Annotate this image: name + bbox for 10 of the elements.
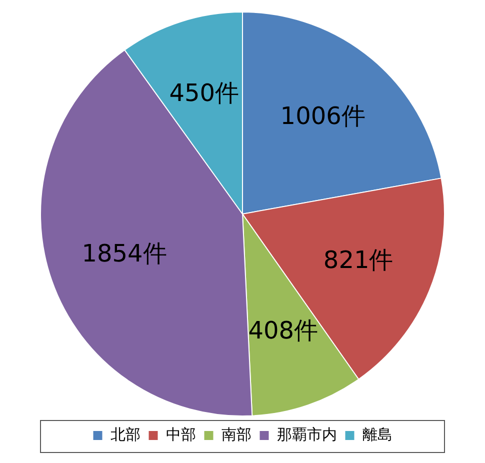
data-label: 1854件: [82, 239, 167, 268]
data-label: 450件: [169, 79, 240, 108]
data-label: 408件: [248, 316, 318, 345]
legend-label: 南部: [221, 425, 252, 444]
data-label: 1006件: [280, 102, 366, 130]
legend-label: 中部: [166, 425, 196, 444]
legend-label: 那覇市内: [276, 425, 337, 444]
legend-label: 離島: [362, 425, 392, 444]
data-label: 821件: [323, 246, 394, 274]
legend-label: 北部: [110, 425, 140, 444]
